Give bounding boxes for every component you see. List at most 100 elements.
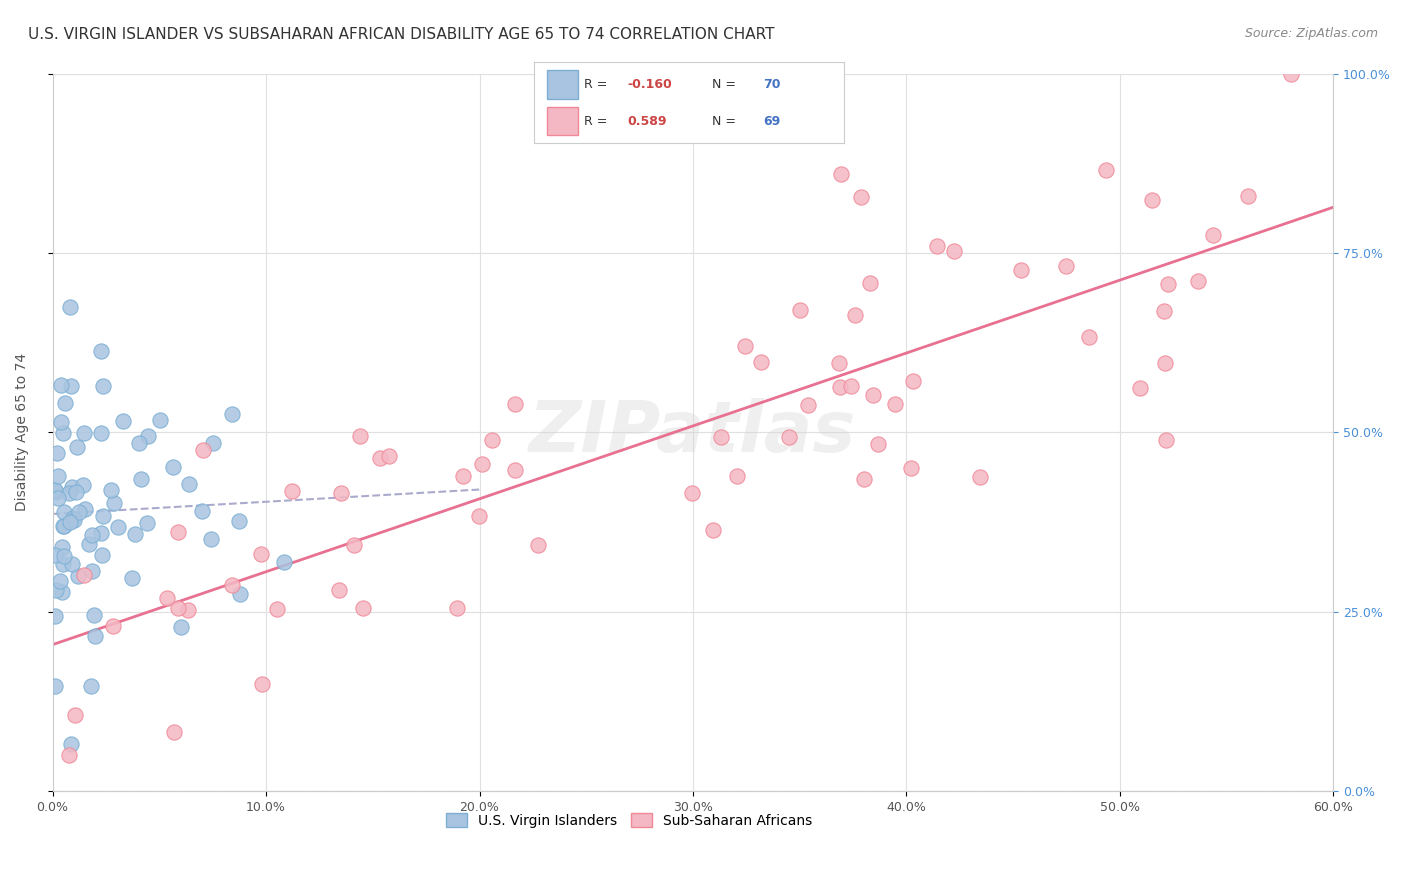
Point: [900, 460, 922, 475]
Point: [778, 430, 800, 444]
Point: [77, 537, 100, 551]
Point: [45, 583, 67, 598]
Point: [72, 567, 94, 582]
Point: [80, 679, 103, 693]
Text: R =: R =: [583, 114, 612, 128]
Y-axis label: Disability Age 65 to 74: Disability Age 65 to 74: [15, 353, 30, 511]
Text: U.S. VIRGIN ISLANDER VS SUBSAHARAN AFRICAN DISABILITY AGE 65 TO 74 CORRELATION C: U.S. VIRGIN ISLANDER VS SUBSAHARAN AFRIC…: [28, 27, 775, 42]
Point: [901, 374, 924, 388]
Point: [249, 547, 271, 561]
Point: [63, 707, 86, 722]
Point: [330, 486, 353, 500]
Text: 69: 69: [763, 114, 780, 128]
Point: [44, 483, 66, 498]
Point: [1237, 188, 1260, 202]
Point: [83, 630, 105, 644]
Point: [828, 356, 851, 370]
Point: [58, 748, 80, 763]
Point: [1157, 277, 1180, 291]
Point: [49, 378, 72, 392]
Point: [884, 396, 907, 410]
Point: [49, 415, 72, 429]
Point: [368, 450, 391, 465]
Point: [60, 480, 83, 494]
Point: [80, 528, 103, 542]
Point: [75, 501, 97, 516]
Point: [82, 564, 104, 578]
Point: [90, 426, 112, 441]
Point: [862, 388, 884, 402]
Point: [852, 472, 875, 486]
Point: [349, 428, 371, 442]
Text: N =: N =: [704, 78, 741, 91]
Point: [796, 398, 818, 412]
Point: [67, 505, 90, 519]
Bar: [547, 106, 578, 135]
Point: [191, 504, 214, 518]
Point: [53, 519, 76, 533]
Point: [53, 505, 76, 519]
Point: [1279, 66, 1302, 80]
Point: [155, 591, 177, 605]
Point: [328, 582, 350, 597]
Point: [844, 308, 866, 322]
Point: [273, 555, 295, 569]
Point: [52, 549, 75, 563]
Point: [124, 527, 146, 541]
Point: [849, 190, 872, 204]
Point: [352, 601, 374, 615]
Point: [343, 538, 366, 552]
Point: [107, 520, 129, 534]
Point: [527, 538, 550, 552]
Point: [51, 540, 73, 554]
Point: [1154, 433, 1177, 447]
Point: [58, 300, 80, 314]
Point: [228, 587, 250, 601]
Point: [162, 460, 184, 475]
Point: [128, 435, 150, 450]
Point: [103, 618, 125, 632]
Bar: [547, 70, 578, 98]
Point: [58, 486, 80, 500]
Point: [72, 425, 94, 440]
Point: [281, 483, 304, 498]
Point: [100, 483, 122, 497]
Point: [59, 379, 82, 393]
Point: [51, 585, 73, 599]
Point: [830, 167, 852, 181]
Point: [90, 548, 112, 562]
Point: [166, 524, 188, 539]
Point: [90, 344, 112, 359]
Point: [471, 457, 494, 471]
Point: [1010, 262, 1032, 277]
Text: R =: R =: [583, 78, 612, 91]
Point: [135, 516, 157, 530]
Point: [734, 339, 756, 353]
Point: [170, 620, 193, 634]
Point: [378, 449, 401, 463]
Text: ZIPatlas: ZIPatlas: [529, 398, 856, 467]
Point: [59, 515, 82, 529]
Point: [866, 437, 889, 451]
Text: N =: N =: [704, 114, 741, 128]
Point: [221, 407, 243, 421]
Point: [48, 574, 70, 588]
Point: [167, 601, 190, 615]
Point: [66, 568, 89, 582]
Point: [44, 609, 66, 624]
Point: [121, 571, 143, 585]
Text: -0.160: -0.160: [627, 78, 672, 91]
Point: [200, 532, 222, 546]
Point: [749, 355, 772, 369]
Point: [859, 276, 882, 290]
Point: [46, 469, 69, 483]
Point: [149, 413, 172, 427]
Point: [52, 558, 75, 572]
Point: [839, 379, 862, 393]
Text: Source: ZipAtlas.com: Source: ZipAtlas.com: [1244, 27, 1378, 40]
Point: [446, 601, 468, 615]
Point: [53, 395, 76, 409]
Point: [468, 509, 491, 524]
Point: [45, 445, 67, 459]
Point: [65, 484, 87, 499]
